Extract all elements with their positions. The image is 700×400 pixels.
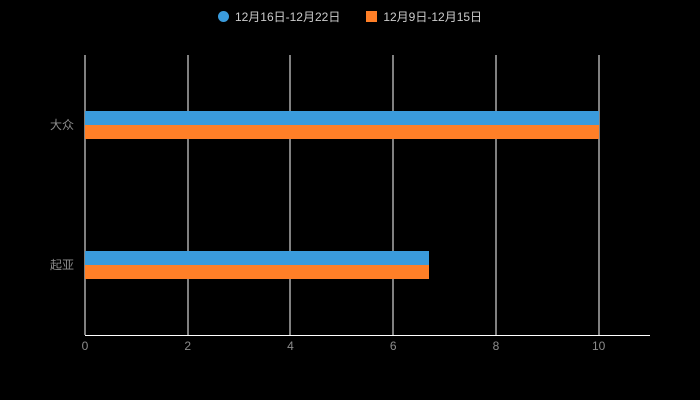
- square-legend-marker-icon: [366, 10, 378, 22]
- legend-label: 12月9日-12月15日: [383, 9, 483, 24]
- gridline: [187, 55, 189, 335]
- category-label: 大众: [49, 118, 74, 132]
- gridline: [495, 55, 497, 335]
- x-tick-label: 8: [492, 339, 500, 353]
- legend-item-series1[interactable]: 12月9日-12月15日: [366, 8, 482, 25]
- legend-label: 12月16日-12月22日: [234, 9, 341, 24]
- x-axis-labels: 0 2 4 6 8 10: [81, 339, 650, 357]
- x-tick-label: 4: [287, 339, 294, 353]
- legend-item-series0[interactable]: 12月16日-12月22日: [217, 8, 341, 25]
- bar-起亚-series1[interactable]: [85, 265, 430, 279]
- bar-大众-series0[interactable]: [85, 111, 599, 125]
- x-tick-label: 0: [81, 339, 89, 353]
- x-tick-label: 2: [184, 339, 192, 353]
- gridline: [598, 55, 600, 335]
- category-axis: 大众 起亚: [0, 55, 78, 335]
- bar-起亚-series0[interactable]: [85, 251, 430, 265]
- category-label: 起亚: [49, 258, 74, 272]
- plot-area: [84, 55, 650, 336]
- x-tick-label: 10: [591, 339, 606, 353]
- x-tick-label: 6: [389, 339, 397, 353]
- legend: 12月16日-12月22日 12月9日-12月15日: [0, 6, 700, 26]
- circle-legend-marker-icon: [217, 10, 229, 22]
- gridline: [289, 55, 291, 335]
- bar-大众-series1[interactable]: [85, 125, 599, 139]
- gridline: [392, 55, 394, 335]
- gridline: [84, 55, 86, 335]
